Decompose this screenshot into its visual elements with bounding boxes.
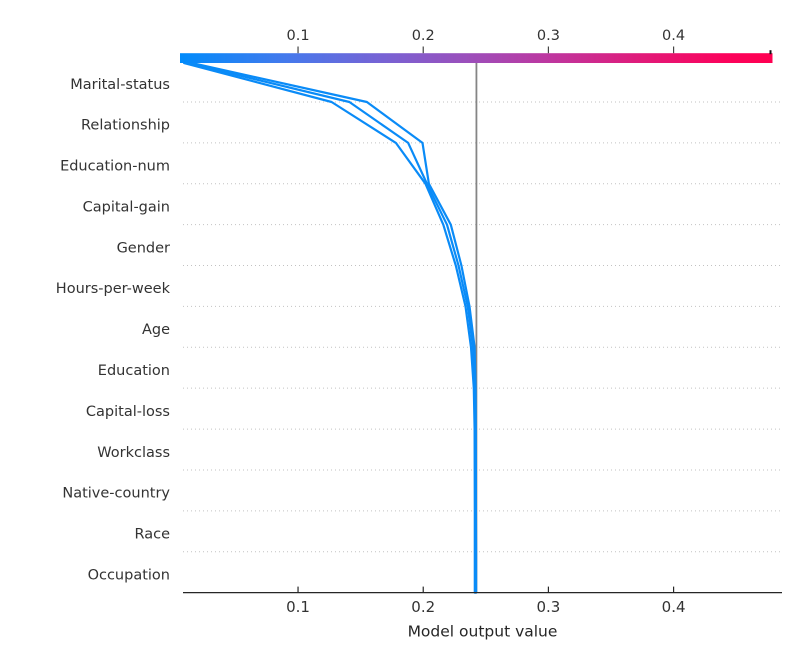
feature-label-education: Education	[98, 363, 170, 379]
colorbar-tick-label: 0.4	[662, 28, 685, 44]
x-axis-tick-label: 0.1	[286, 598, 310, 616]
feature-label-age: Age	[142, 322, 170, 338]
colorbar-tick-label: 0.3	[537, 28, 560, 44]
x-axis-tick-label: 0.3	[536, 598, 560, 616]
colorbar-tick-label: 0.1	[287, 28, 310, 44]
feature-label-marital-status: Marital-status	[70, 77, 170, 93]
feature-label-hours-per-week: Hours-per-week	[56, 281, 171, 297]
feature-label-capital-loss: Capital-loss	[86, 404, 170, 420]
feature-label-occupation: Occupation	[88, 567, 170, 583]
feature-label-education-num: Education-num	[60, 159, 170, 175]
x-axis-tick-label: 0.2	[411, 598, 435, 616]
feature-label-workclass: Workclass	[97, 445, 170, 461]
decision-path-sample-3	[190, 61, 478, 594]
colorbar	[180, 53, 773, 63]
feature-label-capital-gain: Capital-gain	[83, 199, 170, 215]
feature-label-relationship: Relationship	[81, 118, 170, 134]
feature-label-gender: Gender	[117, 240, 170, 256]
x-axis-tick-label: 0.4	[662, 598, 686, 616]
colorbar-tick-label: 0.2	[412, 28, 435, 44]
feature-label-native-country: Native-country	[62, 486, 170, 502]
feature-label-race: Race	[134, 527, 170, 543]
x-axis-title: Model output value	[408, 623, 558, 641]
